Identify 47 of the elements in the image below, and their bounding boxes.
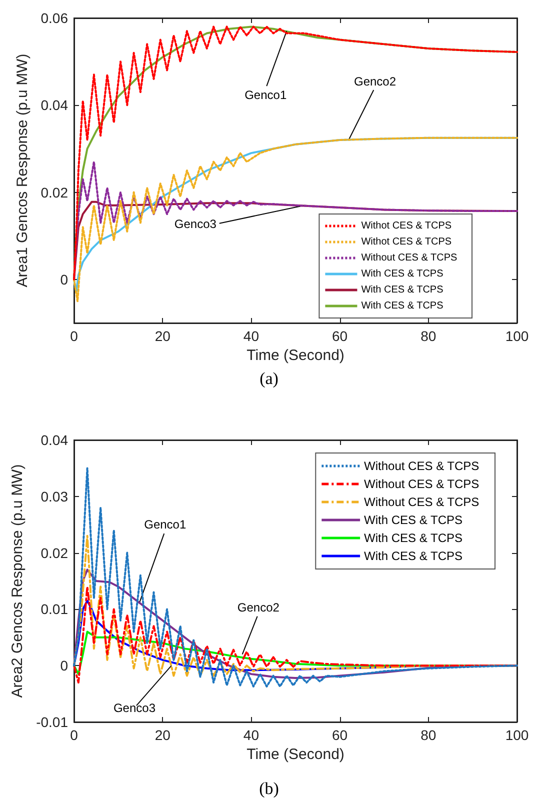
legend-label: With CES & TCPS xyxy=(364,513,463,527)
line-series xyxy=(73,26,518,280)
y-axis-title: Area2 Gencos Response (p.u MW) xyxy=(9,464,26,698)
legend-label: With CES & TCPS xyxy=(364,549,463,563)
x-tick-label: 0 xyxy=(70,328,78,344)
y-axis-title: Area1 Gencos Response (p.u MW) xyxy=(14,54,31,288)
annotation: Genco3 xyxy=(174,216,217,231)
y-tick-label: 0.03 xyxy=(40,488,68,504)
legend-label: With CES & TCPS xyxy=(361,268,444,280)
x-tick-label: 80 xyxy=(420,328,436,344)
x-tick-label: 40 xyxy=(243,328,260,344)
y-tick-label: -0.01 xyxy=(36,714,68,730)
x-tick-label: 20 xyxy=(154,328,171,344)
legend-label: With CES & TCPS xyxy=(361,284,444,296)
y-tick-label: 0.04 xyxy=(40,97,68,114)
x-axis-title: Time (Second) xyxy=(246,346,344,364)
annotation: Genco2 xyxy=(237,600,280,615)
x-tick-label: 60 xyxy=(332,328,348,344)
x-tick-label: 40 xyxy=(243,727,260,743)
x-tick-label: 0 xyxy=(70,727,78,743)
x-tick-label: 60 xyxy=(332,727,348,743)
legend-label: Without CES & TCPS xyxy=(364,477,480,491)
annotation: Genco3 xyxy=(113,700,156,715)
legend-label: Withot CES & TCPS xyxy=(361,220,452,232)
y-tick-label: 0.04 xyxy=(40,432,68,448)
legend-label: Without CES & TCPS xyxy=(361,252,458,264)
annotation: Genco1 xyxy=(144,518,186,532)
annotation: Genco2 xyxy=(354,74,396,88)
x-tick-label: 100 xyxy=(505,727,529,743)
x-axis-title: Time (Second) xyxy=(246,746,344,763)
y-tick-label: 0.06 xyxy=(40,10,68,26)
legend-label: Without CES & TCPS xyxy=(364,459,480,473)
y-tick-label: 0 xyxy=(60,658,68,674)
legend-label: With CES & TCPS xyxy=(364,531,463,545)
legend-label: Without CES & TCPS xyxy=(364,495,480,509)
legend-label: Withot CES & TCPS xyxy=(361,236,452,248)
text: (a) xyxy=(260,369,278,388)
legend-label: With CES & TCPS xyxy=(361,300,444,312)
y-tick-label: 0.02 xyxy=(40,544,68,561)
y-tick-label: 0 xyxy=(60,271,68,288)
text: (b) xyxy=(259,779,279,798)
y-tick-label: 0.01 xyxy=(40,601,68,618)
y-tick-label: 0.02 xyxy=(40,184,68,200)
x-tick-label: 100 xyxy=(505,328,529,344)
annotation: Genco1 xyxy=(244,88,287,102)
x-tick-label: 80 xyxy=(420,727,436,743)
x-tick-label: 20 xyxy=(154,727,171,743)
